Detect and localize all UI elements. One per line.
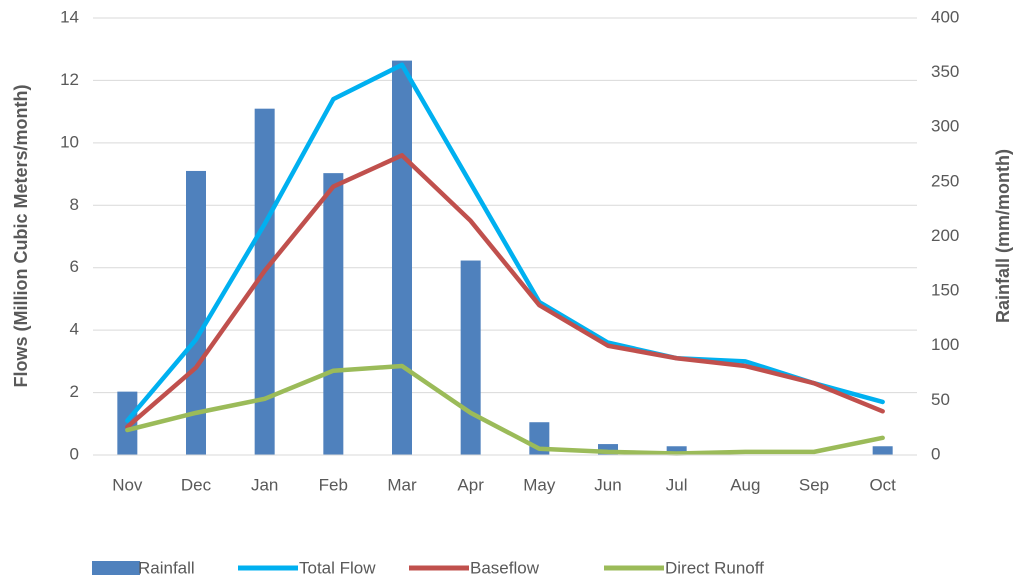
bar — [254, 108, 275, 456]
y-tick-label: 12 — [60, 70, 79, 89]
x-tick-label: Aug — [730, 475, 760, 494]
y2-tick-label: 0 — [931, 444, 940, 463]
x-tick-label: May — [523, 475, 556, 494]
y-tick-label: 10 — [60, 132, 79, 151]
bar — [117, 391, 138, 455]
x-tick-label: Oct — [869, 475, 896, 494]
y2-tick-label: 100 — [931, 335, 959, 354]
y-tick-label: 6 — [70, 257, 79, 276]
y2-tick-label: 50 — [931, 390, 950, 409]
x-tick-label: Sep — [799, 475, 829, 494]
y-tick-label: 4 — [70, 320, 79, 339]
y2-tick-label: 350 — [931, 62, 959, 81]
bar — [872, 446, 893, 455]
x-tick-label: Jan — [251, 475, 278, 494]
line — [125, 363, 885, 456]
bar — [666, 446, 687, 455]
bar — [392, 60, 412, 456]
line — [125, 62, 885, 423]
bar — [323, 173, 344, 455]
bar — [186, 170, 206, 455]
x-tick-label: Dec — [181, 475, 212, 494]
legend-label: Baseflow — [470, 558, 540, 577]
legend-swatch — [92, 561, 140, 575]
y2-tick-label: 200 — [931, 226, 959, 245]
y-tick-label: 8 — [70, 195, 79, 214]
x-tick-label: Jul — [666, 475, 688, 494]
x-tick-label: Apr — [457, 475, 484, 494]
legend-label: Direct Runoff — [665, 558, 764, 577]
y-tick-label: 14 — [60, 7, 79, 26]
y2-tick-label: 400 — [931, 7, 959, 26]
y-axis-title: Flows (Million Cubic Meters/month) — [11, 85, 31, 388]
x-tick-label: Nov — [112, 475, 143, 494]
y2-axis-title: Rainfall (mm/month) — [993, 149, 1013, 323]
line — [125, 153, 885, 430]
x-tick-label: Feb — [319, 475, 348, 494]
y-tick-label: 0 — [70, 444, 79, 463]
y2-tick-label: 150 — [931, 281, 959, 300]
y2-tick-label: 300 — [931, 117, 959, 136]
bar — [460, 260, 481, 455]
y2-tick-label: 250 — [931, 171, 959, 190]
bar — [598, 444, 618, 455]
legend-label: Total Flow — [299, 558, 376, 577]
y-tick-label: 2 — [70, 382, 79, 401]
x-tick-label: Jun — [594, 475, 621, 494]
legend-label: Rainfall — [138, 558, 195, 577]
x-tick-label: Mar — [387, 475, 417, 494]
